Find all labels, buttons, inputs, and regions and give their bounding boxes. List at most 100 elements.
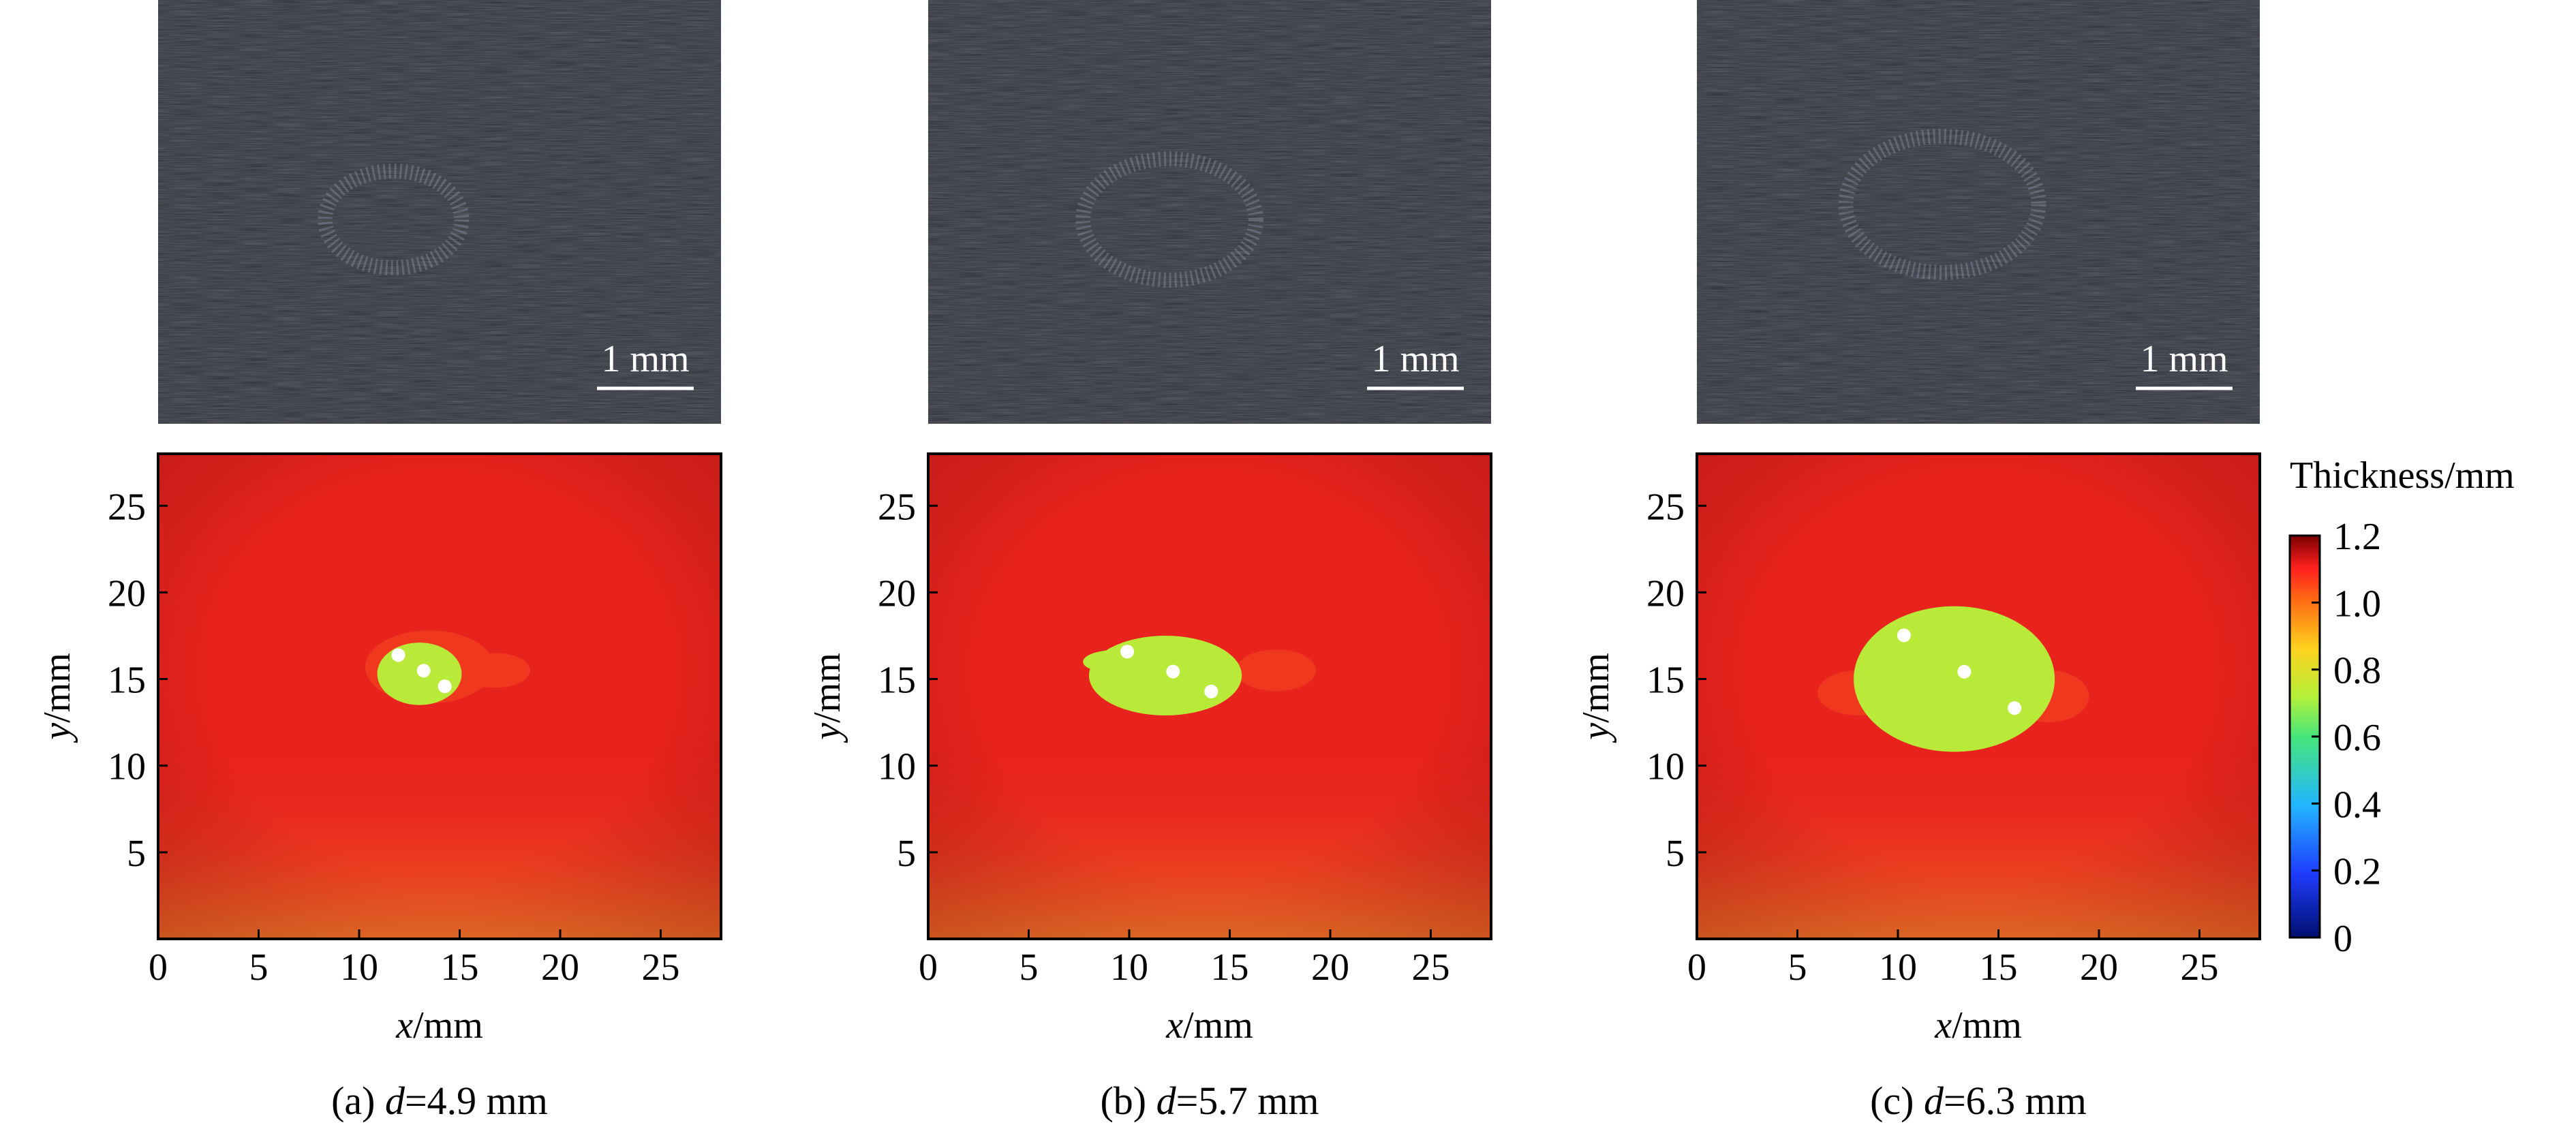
scale-bar-label: 1 mm: [2140, 338, 2228, 380]
white-spot: [1166, 664, 1180, 679]
photo-defect-ring: [1075, 151, 1263, 288]
x-tick-label: 5: [1788, 946, 1807, 989]
colorbar-tick-label: 0.2: [2333, 851, 2381, 893]
white-spot: [1204, 684, 1218, 698]
x-tick-label: 15: [1211, 946, 1249, 989]
y-axis-var: y: [1575, 723, 1617, 743]
photo-a: 1 mm: [158, 0, 721, 424]
x-tick-label: 10: [340, 946, 378, 989]
defect-region: [1236, 649, 1317, 692]
x-tick-label: 0: [919, 946, 938, 989]
x-tick-label: 25: [1412, 946, 1450, 989]
x-axis-label: x/mm: [1934, 1004, 2022, 1047]
white-spot: [1957, 664, 1972, 679]
y-tick-label: 10: [1646, 746, 1685, 788]
x-axis-unit: /mm: [413, 1004, 483, 1047]
plot-frame: [157, 452, 722, 940]
colorbar-ticks: 0 0.2 0.4 0.6 0.8 1.0 1.2: [2312, 516, 2381, 960]
y-axis-unit: /mm: [806, 653, 848, 723]
x-tick-label: 20: [2080, 946, 2118, 989]
photo-texture: [1697, 0, 2260, 424]
thickness-map-a: [157, 452, 722, 940]
white-spot: [1120, 645, 1135, 659]
caption-var: d: [385, 1079, 405, 1123]
y-tick-label: 25: [878, 486, 916, 528]
caption-prefix: (a): [331, 1079, 385, 1123]
y-tick-label: 5: [127, 833, 146, 875]
panel-caption: (c) d=6.3 mm: [1870, 1079, 2087, 1123]
photo-c: 1 mm: [1697, 0, 2260, 424]
x-axis-var: x: [1934, 1004, 1952, 1047]
panel-caption: (b) d=5.7 mm: [1100, 1079, 1319, 1123]
colorbar-tick-label: 0: [2333, 918, 2352, 960]
x-axis-label: x/mm: [1165, 1004, 1253, 1047]
colorbar-tick-label: 1.0: [2333, 583, 2381, 625]
panel-caption: (a) d=4.9 mm: [331, 1079, 548, 1123]
y-tick-label: 10: [878, 746, 916, 788]
caption-value: =6.3 mm: [1944, 1079, 2087, 1123]
y-axis-label: y/mm: [1575, 653, 1617, 743]
white-spot: [438, 679, 452, 694]
x-tick-label: 0: [1687, 946, 1706, 989]
y-tick-label: 15: [1646, 660, 1685, 702]
y-axis-var: y: [806, 723, 848, 743]
thickness-map-b: [927, 452, 1492, 940]
x-tick-label: 20: [1311, 946, 1349, 989]
white-spot: [416, 664, 431, 678]
x-tick-label: 10: [1879, 946, 1917, 989]
y-tick-label: 20: [108, 572, 146, 615]
white-spot: [391, 648, 405, 662]
y-axis-var: y: [36, 723, 78, 743]
caption-prefix: (b): [1100, 1079, 1156, 1123]
white-spot: [2008, 701, 2022, 715]
white-spot: [1897, 628, 1911, 643]
y-tick-label: 20: [1646, 572, 1685, 615]
colorbar-title: Thickness/mm: [2290, 454, 2515, 497]
y-tick-label: 15: [878, 660, 916, 702]
defect-region: [1854, 606, 2055, 752]
y-axis-unit: /mm: [36, 653, 78, 723]
y-tick-label: 15: [108, 660, 146, 702]
y-tick-label: 25: [1646, 486, 1685, 528]
x-tick-label: 15: [441, 946, 479, 989]
colorbar-tick-label: 1.2: [2333, 516, 2381, 558]
caption-prefix: (c): [1870, 1079, 1924, 1123]
x-axis-label: x/mm: [395, 1004, 483, 1047]
colorbar: Thickness/mm 0 0.2 0.4 0.6 0.8 1.0 1.2: [2288, 454, 2515, 960]
y-axis-unit: /mm: [1575, 653, 1617, 723]
scale-bar-label: 1 mm: [1371, 338, 1459, 380]
x-tick-label: 15: [1980, 946, 2018, 989]
y-tick-label: 5: [1666, 833, 1685, 875]
y-tick-label: 20: [878, 572, 916, 615]
x-axis-var: x: [395, 1004, 413, 1047]
y-tick-label: 5: [897, 833, 916, 875]
defect-region: [461, 653, 530, 688]
caption-value: =5.7 mm: [1176, 1079, 1319, 1123]
photo-texture: [928, 0, 1491, 424]
x-axis-unit: /mm: [1952, 1004, 2022, 1047]
x-tick-label: 5: [1019, 946, 1039, 989]
y-axis-label: y/mm: [806, 653, 848, 743]
photo-texture: [158, 0, 721, 424]
photo-defect-ring: [317, 164, 470, 276]
photo-defect-ring: [1838, 128, 2046, 280]
photo-b: 1 mm: [928, 0, 1491, 424]
x-tick-label: 20: [541, 946, 579, 989]
x-tick-label: 25: [642, 946, 680, 989]
x-tick-label: 10: [1110, 946, 1148, 989]
plot-frame: [927, 452, 1492, 940]
x-tick-label: 5: [249, 946, 269, 989]
thickness-map-c: [1696, 452, 2261, 940]
y-tick-label: 25: [108, 486, 146, 528]
colorbar-tick-label: 0.4: [2333, 784, 2381, 826]
defect-region: [1089, 636, 1242, 715]
caption-var: d: [1156, 1079, 1177, 1123]
defect-region: [1083, 649, 1156, 674]
x-axis-unit: /mm: [1183, 1004, 1253, 1047]
x-axis-var: x: [1165, 1004, 1183, 1047]
y-axis-label: y/mm: [36, 653, 78, 743]
